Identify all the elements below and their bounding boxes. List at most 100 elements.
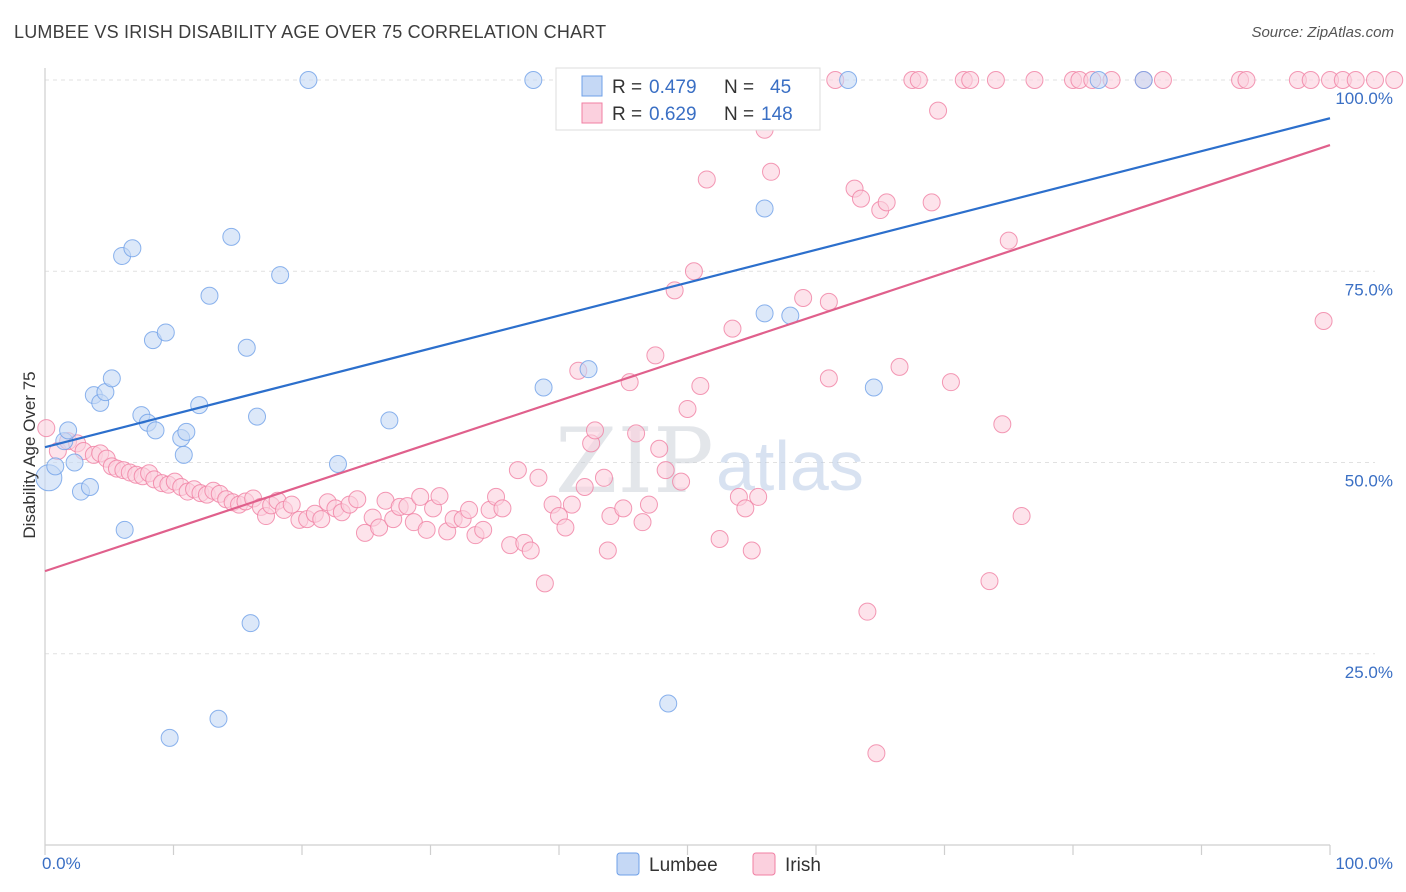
irish-point bbox=[411, 487, 430, 506]
irish-point bbox=[627, 424, 646, 443]
stats-legend: R = 0.479 N = 45 R = 0.629 N = 148 bbox=[555, 67, 821, 131]
irish-point bbox=[1025, 71, 1044, 89]
irish-point bbox=[736, 499, 755, 518]
lumbee-point bbox=[755, 304, 774, 323]
lumbee-point bbox=[46, 457, 65, 476]
irish-point bbox=[672, 472, 691, 491]
irish-point bbox=[417, 520, 436, 539]
lumbee-point bbox=[755, 199, 774, 218]
lumbee-point bbox=[123, 239, 142, 258]
irish-point bbox=[749, 487, 768, 506]
irish-point bbox=[993, 415, 1012, 434]
irish-point bbox=[1237, 71, 1256, 89]
lumbee-point bbox=[156, 323, 175, 342]
lumbee-point bbox=[237, 338, 256, 357]
irish-point bbox=[890, 357, 909, 376]
irish-point bbox=[656, 461, 675, 480]
irish-point bbox=[529, 468, 548, 487]
irish-point bbox=[1314, 311, 1333, 330]
irish-point bbox=[710, 530, 729, 548]
irish-point bbox=[633, 513, 652, 532]
irish-point bbox=[598, 541, 617, 560]
lumbee-point bbox=[271, 266, 290, 285]
series-legend: Lumbee Irish bbox=[616, 852, 821, 876]
legend-swatch-lumbee bbox=[616, 852, 640, 876]
irish-point bbox=[999, 231, 1018, 250]
lumbee-point bbox=[222, 227, 241, 246]
lumbee-point bbox=[115, 520, 134, 539]
irish-point bbox=[474, 520, 493, 539]
irish-point bbox=[614, 499, 633, 518]
lumbee-point bbox=[380, 411, 399, 430]
irish-point bbox=[1385, 71, 1404, 89]
irish-point bbox=[794, 289, 813, 308]
y-tick-label: 25.0% bbox=[1345, 663, 1393, 682]
irish-point bbox=[1346, 71, 1365, 89]
lumbee-n-value: 45 bbox=[770, 77, 791, 98]
irish-point bbox=[508, 461, 527, 480]
y-axis-title: Disability Age Over 75 bbox=[20, 371, 39, 538]
chart-title: LUMBEE VS IRISH DISABILITY AGE OVER 75 C… bbox=[14, 22, 607, 42]
irish-point bbox=[646, 346, 665, 365]
lumbee-point bbox=[534, 378, 553, 397]
trend-lines bbox=[44, 117, 1331, 573]
irish-point bbox=[929, 101, 948, 120]
irish-r-label: R = bbox=[612, 104, 642, 125]
lumbee-point bbox=[200, 286, 219, 305]
x-tick-label: 0.0% bbox=[42, 854, 81, 873]
lumbee-point bbox=[146, 421, 165, 440]
irish-point bbox=[1365, 71, 1384, 89]
irish-point bbox=[521, 541, 540, 560]
irish-n-value: 148 bbox=[761, 104, 793, 125]
legend-label-lumbee: Lumbee bbox=[649, 855, 718, 876]
lumbee-point bbox=[328, 455, 347, 474]
lumbee-point bbox=[299, 71, 318, 89]
irish-point bbox=[851, 189, 870, 208]
irish-point bbox=[535, 574, 554, 593]
lumbee-point bbox=[174, 445, 193, 464]
lumbee-stats-swatch bbox=[581, 75, 603, 97]
legend-swatch-irish bbox=[752, 852, 776, 876]
lumbee-r-label: R = bbox=[612, 77, 642, 98]
irish-point bbox=[922, 193, 941, 212]
irish-point bbox=[650, 439, 669, 458]
irish-point bbox=[819, 292, 838, 311]
lumbee-point bbox=[209, 709, 228, 728]
irish-point bbox=[867, 744, 886, 763]
axes bbox=[44, 68, 1331, 855]
y-tick-label: 75.0% bbox=[1345, 280, 1393, 299]
irish-point bbox=[697, 170, 716, 189]
lumbee-trend-line bbox=[44, 117, 1331, 449]
lumbee-point bbox=[241, 614, 260, 633]
x-tick-label: 100.0% bbox=[1335, 854, 1393, 873]
irish-point bbox=[678, 399, 697, 418]
irish-point bbox=[762, 162, 781, 181]
lumbee-point bbox=[579, 360, 598, 379]
irish-point bbox=[430, 487, 449, 506]
irish-n-label: N = bbox=[724, 104, 754, 125]
lumbee-point bbox=[160, 728, 179, 747]
gridlines bbox=[45, 79, 1375, 655]
irish-point bbox=[909, 71, 928, 89]
irish-trend-line bbox=[44, 143, 1331, 573]
irish-point bbox=[1012, 507, 1031, 526]
irish-point bbox=[370, 518, 389, 537]
irish-r-value: 0.629 bbox=[649, 104, 697, 125]
lumbee-point bbox=[59, 421, 78, 440]
irish-point bbox=[312, 510, 331, 529]
lumbee-point bbox=[80, 477, 99, 496]
irish-point bbox=[1153, 71, 1172, 89]
lumbee-point bbox=[524, 71, 543, 89]
lumbee-point bbox=[102, 369, 121, 388]
lumbee-point bbox=[864, 378, 883, 397]
irish-point bbox=[398, 497, 417, 516]
lumbee-point bbox=[65, 453, 84, 472]
irish-point bbox=[691, 377, 710, 395]
irish-point bbox=[819, 369, 838, 388]
irish-point bbox=[980, 572, 999, 591]
irish-point bbox=[562, 495, 581, 514]
irish-point bbox=[493, 499, 512, 518]
lumbee-point bbox=[1089, 71, 1108, 89]
lumbee-n-label: N = bbox=[724, 77, 754, 98]
